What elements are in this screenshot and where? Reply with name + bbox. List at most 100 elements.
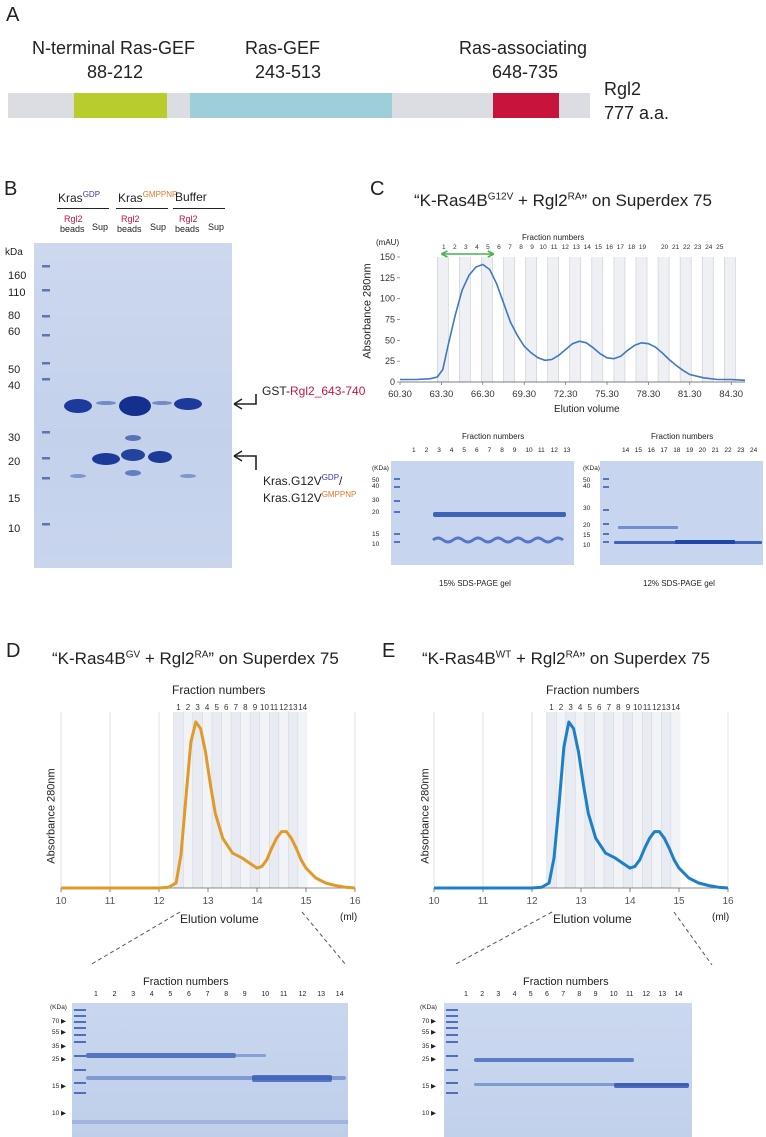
d-gel-lane-label: 11 xyxy=(280,991,288,998)
c-fraction-label: 2 xyxy=(453,244,457,251)
marker-80-kda: 80 xyxy=(8,310,21,322)
domain-2-name: Ras-GEF xyxy=(245,38,321,58)
domain-1-name: N-terminal Ras-GEF xyxy=(32,38,196,58)
c-fraction-shade xyxy=(635,257,648,382)
d-gel-lane-label: 12 xyxy=(298,991,307,998)
c-gel1-marker-label: 10 xyxy=(372,541,380,548)
e-fraction-label: 10 xyxy=(633,703,642,712)
d-x-tick-label: 11 xyxy=(105,896,116,907)
lane-rgl2-2: Rgl2 xyxy=(121,214,140,224)
c-gel2-lane-label: 20 xyxy=(698,447,707,454)
d-fraction-label: 3 xyxy=(195,703,200,712)
c-gel1-lane-label: 12 xyxy=(550,447,558,454)
c-fraction-shade xyxy=(481,257,493,382)
c-fraction-label: 5 xyxy=(486,244,490,251)
d-fraction-label: 8 xyxy=(243,703,248,712)
e-fraction-shade xyxy=(661,712,671,888)
group-underline-1 xyxy=(57,208,109,209)
d-fraction-label: 14 xyxy=(298,703,307,712)
c-gel1 xyxy=(391,461,574,565)
c-x-tick-label: 84.30 xyxy=(719,389,743,400)
c-y-tick-label: 0 xyxy=(390,377,395,387)
d-gel-lane-label: 13 xyxy=(317,991,325,998)
c-fraction-label: 17 xyxy=(617,244,625,251)
d-x-tick-label: 14 xyxy=(251,896,263,907)
d-fraction-label: 7 xyxy=(234,703,239,712)
e-fraction-label: 12 xyxy=(652,703,661,712)
e-fraction-label: 8 xyxy=(616,703,621,712)
e-fraction-label: 6 xyxy=(597,703,602,712)
e-fraction-label: 7 xyxy=(607,703,612,712)
panel-c-title: “K-Ras4BG12V + Rgl2RA” on Superdex 75 xyxy=(414,191,712,210)
c-gel1-lane-label: 6 xyxy=(475,447,479,454)
e-frac-title: Fraction numbers xyxy=(546,683,640,697)
e-curve xyxy=(434,720,729,890)
d-fraction-label: 10 xyxy=(260,703,269,712)
e-gel-lane-label: 6 xyxy=(545,991,549,998)
e-x-tick-label: 11 xyxy=(478,896,489,907)
marker-60-kda: 60 xyxy=(8,326,21,338)
e-fraction-shade xyxy=(546,712,557,888)
e-gel-marker-label: 70 ▶ xyxy=(422,1018,437,1025)
marker-15-kda: 15 xyxy=(8,493,21,505)
c-gel1-frac-title: Fraction numbers xyxy=(462,432,525,441)
d-fraction-shade xyxy=(288,712,298,888)
d-frac-title: Fraction numbers xyxy=(172,683,266,697)
c-fraction-shade xyxy=(680,257,692,382)
d-fraction-label: 13 xyxy=(289,703,298,712)
panel-e-title: “K-Ras4BWT + Rgl2RA” on Superdex 75 xyxy=(422,649,710,668)
e-fraction-label: 2 xyxy=(559,703,564,712)
e-gel-lane-label: 13 xyxy=(658,991,667,998)
e-ylabel: Absorbance 280nm xyxy=(419,768,432,864)
c-fraction-label: 12 xyxy=(562,244,570,251)
c-gel2-marker-label: 20 xyxy=(583,522,591,529)
c-gel2-lane-label: 24 xyxy=(750,447,758,454)
d-x-unit: (ml) xyxy=(340,912,358,923)
marker-110-kda: 110 xyxy=(8,287,26,299)
c-x-tick-label: 66.30 xyxy=(471,389,495,400)
panel-b-letter: B xyxy=(4,178,18,200)
d-gel-frac-title: Fraction numbers xyxy=(143,976,229,988)
d-fraction-shade xyxy=(192,712,203,888)
e-fraction-shade xyxy=(613,712,624,888)
e-fraction-label: 1 xyxy=(549,703,554,712)
d-gel-marker-label: 10 ▶ xyxy=(52,1110,67,1117)
d-gel-marker-label: 70 ▶ xyxy=(52,1018,67,1025)
c-gel2-marker-label: 40 xyxy=(583,483,591,490)
e-fraction-shade xyxy=(556,712,566,888)
marker-20-kda: 20 xyxy=(8,456,21,468)
c-fraction-label: 20 xyxy=(661,244,669,251)
kda-label: kDa xyxy=(5,247,23,258)
gel-b-bands xyxy=(42,265,202,526)
c-gel1-lane-label: 10 xyxy=(525,447,533,454)
c-fraction-shade xyxy=(591,257,603,382)
annot-kras-gdp: Kras.G12VGDP/ xyxy=(263,473,343,488)
c-gel2 xyxy=(600,461,763,565)
d-x-tick-label: 10 xyxy=(55,896,67,907)
c-x-tick-label: 81.30 xyxy=(678,389,702,400)
c-gel2-lane-label: 21 xyxy=(711,447,719,454)
c-fraction-shade xyxy=(724,257,736,382)
c-gel1-lane-label: 7 xyxy=(487,447,492,454)
panel-d-title: “K-Ras4BGV + Rgl2RA” on Superdex 75 xyxy=(52,649,339,668)
c-gel2-marker-label: 30 xyxy=(583,505,591,512)
domain-block-n-terminal-ras-gef xyxy=(73,93,167,118)
e-fraction-shade xyxy=(670,712,681,888)
e-gel-lane-label: 11 xyxy=(626,991,634,998)
c-gel1-lane-label: 5 xyxy=(462,447,467,454)
lane-sup-2: Sup xyxy=(150,222,167,232)
c-frac-title: Fraction numbers xyxy=(522,233,585,242)
c-x-tick-label: 75.30 xyxy=(595,389,619,400)
d-fraction-shade xyxy=(211,712,222,888)
d-x-tick-label: 13 xyxy=(202,896,214,907)
e-x-tick-label: 13 xyxy=(575,896,587,907)
gel-b xyxy=(34,243,232,568)
c-gel1-lane-label: 13 xyxy=(563,447,571,454)
c-y-tick-label: 50 xyxy=(385,335,395,345)
c-gel1-lane-label: 9 xyxy=(512,447,517,454)
domain-block-ras-gef xyxy=(190,93,393,118)
c-x-tick-label: 72.30 xyxy=(554,389,578,400)
domain-block-ras-associating xyxy=(493,93,559,118)
